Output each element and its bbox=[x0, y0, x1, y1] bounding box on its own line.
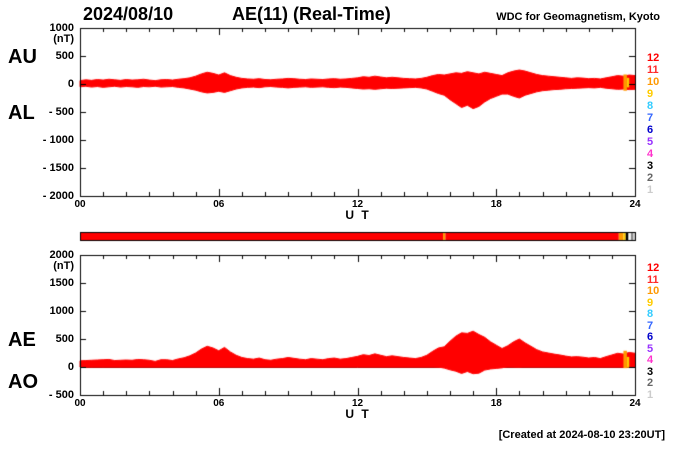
station-count-label: 3 bbox=[647, 365, 654, 378]
x-tick-label: 12 bbox=[351, 199, 364, 210]
x-tick-label: 06 bbox=[213, 398, 225, 409]
x-axis-title-top: U T bbox=[345, 208, 371, 222]
station-count-label: 10 bbox=[647, 285, 660, 297]
plot-date: 2024/08/10 bbox=[83, 4, 174, 24]
x-tick-label: 18 bbox=[490, 398, 502, 409]
station-count-label: 9 bbox=[647, 88, 654, 100]
x-tick-label: 12 bbox=[351, 398, 364, 409]
plot-title: AE(11) (Real-Time) bbox=[232, 4, 391, 24]
ao-label: AO bbox=[8, 371, 38, 393]
y-tick-label: 0 bbox=[67, 360, 74, 373]
station-count-label: 11 bbox=[647, 273, 659, 286]
station-count-label: 2 bbox=[647, 172, 654, 184]
al-label: AL bbox=[8, 102, 35, 124]
x-tick-label: 00 bbox=[74, 398, 86, 409]
station-count-label: 11 bbox=[647, 64, 659, 76]
station-count-label: 4 bbox=[647, 354, 654, 366]
station-count-label: 2 bbox=[647, 377, 654, 389]
x-tick-label: 06 bbox=[213, 199, 225, 210]
x-tick-label: 18 bbox=[490, 199, 502, 210]
created-timestamp: [Created at 2024-08-10 23:20UT] bbox=[498, 429, 665, 441]
station-count-label: 12 bbox=[647, 52, 660, 64]
y-tick-label: - 2000 bbox=[42, 189, 74, 202]
y-tick-label: 1000 bbox=[49, 304, 74, 317]
data-source-label: WDC for Geomagnetism, Kyoto bbox=[496, 11, 660, 23]
station-count-label: 1 bbox=[647, 184, 654, 196]
x-tick-label: 24 bbox=[629, 199, 641, 210]
station-count-label: 5 bbox=[647, 342, 654, 355]
x-tick-label: 00 bbox=[74, 199, 86, 210]
au-label: AU bbox=[8, 46, 37, 68]
y-tick-label: 500 bbox=[55, 332, 74, 345]
station-count-label: 12 bbox=[647, 262, 660, 274]
y-unit-bottom: (nT) bbox=[53, 260, 74, 272]
station-count-label: 7 bbox=[647, 319, 654, 332]
station-count-label: 6 bbox=[647, 124, 654, 136]
station-count-label: 5 bbox=[647, 136, 654, 148]
station-count-label: 8 bbox=[647, 100, 654, 112]
y-tick-label: 1500 bbox=[49, 276, 74, 289]
y-tick-label: - 1000 bbox=[42, 133, 74, 146]
y-tick-label: - 500 bbox=[48, 388, 74, 401]
y-unit-top: (nT) bbox=[53, 33, 74, 45]
station-count-label: 1 bbox=[647, 388, 654, 401]
station-count-label: 3 bbox=[647, 160, 654, 172]
y-tick-label: - 500 bbox=[48, 105, 74, 118]
station-count-label: 6 bbox=[647, 331, 654, 343]
station-count-label: 4 bbox=[647, 148, 654, 160]
station-count-label: 9 bbox=[647, 296, 654, 309]
y-tick-label: 500 bbox=[55, 49, 74, 62]
y-tick-label: 0 bbox=[67, 77, 74, 90]
ae-label: AE bbox=[8, 329, 36, 351]
station-count-label: 8 bbox=[647, 308, 654, 320]
y-tick-label: 1000 bbox=[49, 21, 74, 34]
x-axis-title-bottom: U T bbox=[345, 407, 371, 421]
station-count-label: 7 bbox=[647, 112, 654, 124]
y-tick-label: 2000 bbox=[49, 248, 74, 261]
y-tick-label: - 1500 bbox=[42, 161, 74, 174]
x-tick-label: 24 bbox=[629, 398, 641, 409]
station-count-label: 10 bbox=[647, 76, 660, 88]
